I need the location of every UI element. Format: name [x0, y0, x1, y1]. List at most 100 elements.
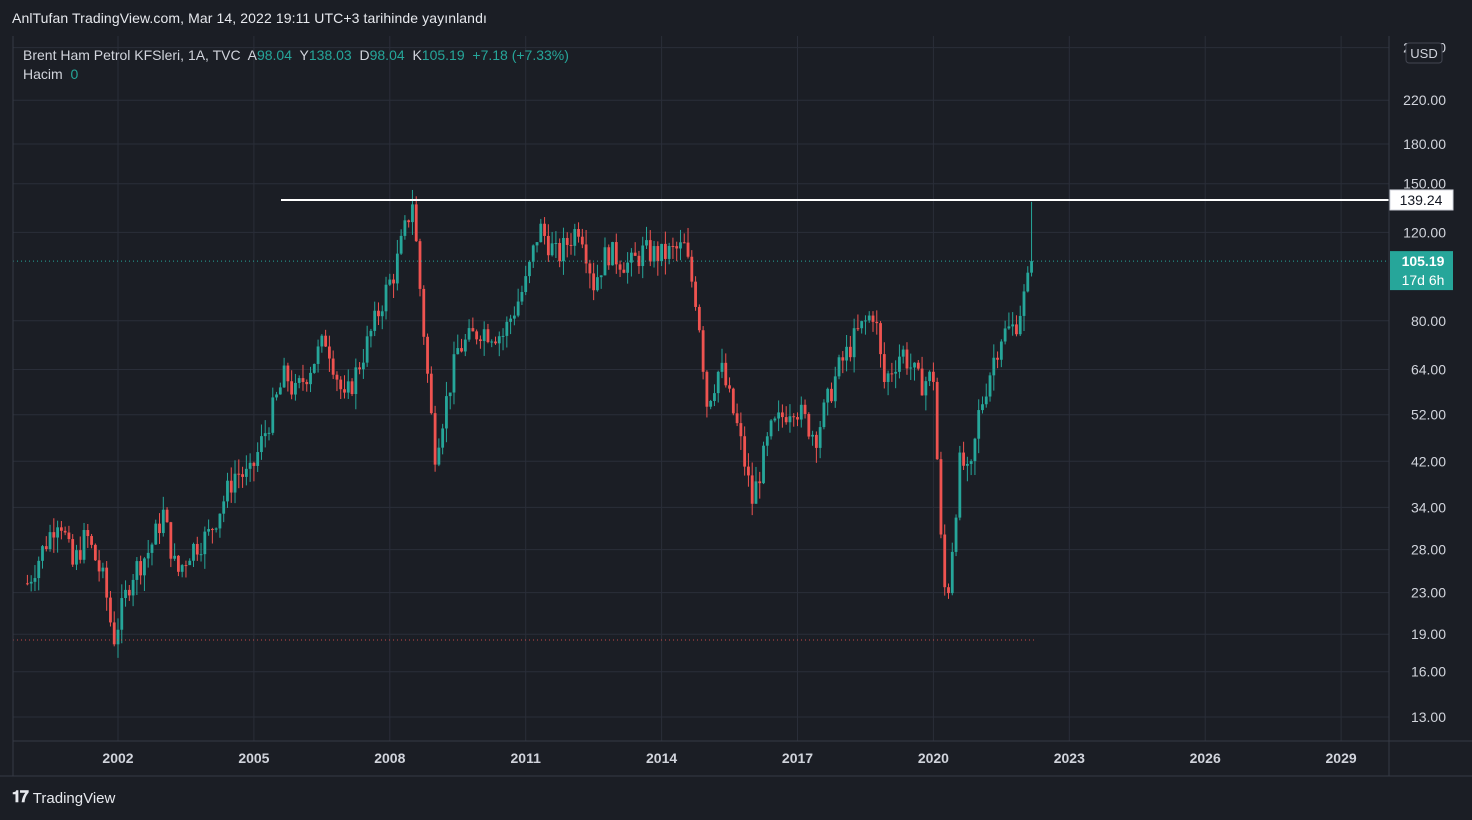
- candle-body: [977, 410, 981, 439]
- candlestick-series: [26, 189, 1033, 658]
- candle-body: [109, 597, 112, 623]
- candle-body: [78, 550, 82, 560]
- candle-body: [241, 474, 244, 477]
- candle-body: [75, 550, 78, 565]
- open-value: 98.04: [256, 47, 292, 63]
- candle-body: [256, 452, 260, 466]
- candle-body: [384, 284, 388, 312]
- candle-body: [59, 527, 63, 531]
- price-tick-label: 220.00: [1403, 92, 1446, 108]
- symbol-legend[interactable]: Brent Ham Petrol KFSleri, 1A, TVC A98.04…: [23, 45, 569, 66]
- candle-body: [697, 306, 701, 331]
- candle-body: [388, 279, 392, 285]
- candle-body: [82, 530, 86, 560]
- candle-body: [237, 473, 241, 475]
- candle-body: [479, 339, 482, 342]
- candle-body: [618, 264, 622, 270]
- candle-body: [845, 346, 848, 361]
- candle-body: [682, 242, 686, 244]
- candle-body: [679, 242, 682, 249]
- candle-body: [724, 362, 728, 386]
- candle-body: [837, 357, 841, 377]
- candle-body: [143, 558, 146, 576]
- candle-body: [418, 241, 422, 289]
- candle-body: [637, 255, 641, 267]
- candle-body: [864, 320, 867, 322]
- candle-body: [584, 244, 588, 264]
- candle-body: [294, 382, 297, 395]
- candle-body: [218, 513, 222, 529]
- candle-body: [422, 288, 426, 337]
- candle-body: [290, 381, 294, 395]
- candle-body: [180, 565, 184, 572]
- close-value: 105.19: [421, 47, 465, 63]
- candle-body: [626, 262, 630, 273]
- candle-body: [41, 546, 44, 561]
- candle-body: [395, 253, 399, 284]
- candle-body: [701, 330, 705, 372]
- candle-body: [373, 310, 377, 331]
- candle-body: [935, 381, 939, 460]
- candle-body: [429, 373, 433, 414]
- candle-body: [233, 473, 237, 493]
- candle-body: [97, 560, 101, 572]
- close-label: K: [412, 47, 422, 63]
- chart-axes: 280.00220.00180.00150.00120.0080.0064.00…: [0, 36, 1472, 777]
- symbol-name[interactable]: Brent Ham Petrol KFSleri, 1A, TVC: [23, 47, 241, 63]
- candle-body: [199, 554, 203, 556]
- candle-body: [331, 358, 335, 375]
- candle-body: [822, 402, 826, 428]
- candle-body: [565, 237, 569, 245]
- candle-body: [244, 468, 248, 477]
- candle-body: [278, 387, 282, 395]
- candle-body: [939, 459, 943, 535]
- candle-body: [169, 522, 173, 559]
- candle-body: [814, 434, 818, 448]
- tradingview-brand[interactable]: 𝟏𝟕 TradingView: [12, 789, 115, 807]
- candle-body: [667, 246, 671, 259]
- candle-body: [818, 427, 822, 448]
- candle-body: [135, 561, 139, 580]
- candle-body: [879, 323, 882, 355]
- volume-legend[interactable]: Hacim 0: [23, 66, 78, 82]
- candle-body: [886, 373, 890, 382]
- candle-body: [339, 379, 343, 390]
- candle-body: [467, 328, 471, 340]
- candle-body: [93, 544, 97, 561]
- candle-body: [663, 243, 667, 259]
- candle-body: [807, 413, 811, 437]
- time-tick-label: 2023: [1054, 750, 1085, 766]
- candle-body: [101, 567, 105, 572]
- candle-body: [33, 578, 37, 582]
- candle-body: [482, 329, 486, 342]
- candle-body: [380, 311, 384, 317]
- candle-body: [248, 462, 252, 469]
- candle-body: [1018, 315, 1022, 335]
- candle-body: [535, 242, 539, 246]
- candle-body: [705, 371, 709, 407]
- candle-body: [750, 475, 754, 504]
- candle-body: [573, 229, 577, 246]
- candle-body: [728, 385, 731, 389]
- candle-body: [860, 321, 864, 329]
- candle-body: [675, 246, 679, 249]
- candle-body: [463, 339, 467, 352]
- candle-body: [403, 220, 407, 236]
- candle-body: [192, 543, 195, 561]
- candle-body: [743, 436, 747, 467]
- candle-body: [361, 362, 365, 370]
- candle-body: [709, 400, 713, 407]
- candle-body: [671, 246, 675, 248]
- candle-body: [203, 531, 207, 555]
- candle-body: [328, 346, 331, 359]
- candle-body: [316, 346, 320, 364]
- time-tick-label: 2026: [1190, 750, 1221, 766]
- candle-body: [150, 544, 154, 553]
- price-tick-label: 13.00: [1411, 709, 1446, 725]
- candle-body: [803, 404, 807, 414]
- candle-body: [992, 357, 996, 376]
- candle-body: [112, 622, 116, 645]
- price-tick-label: 42.00: [1411, 453, 1446, 469]
- candle-body: [252, 462, 256, 466]
